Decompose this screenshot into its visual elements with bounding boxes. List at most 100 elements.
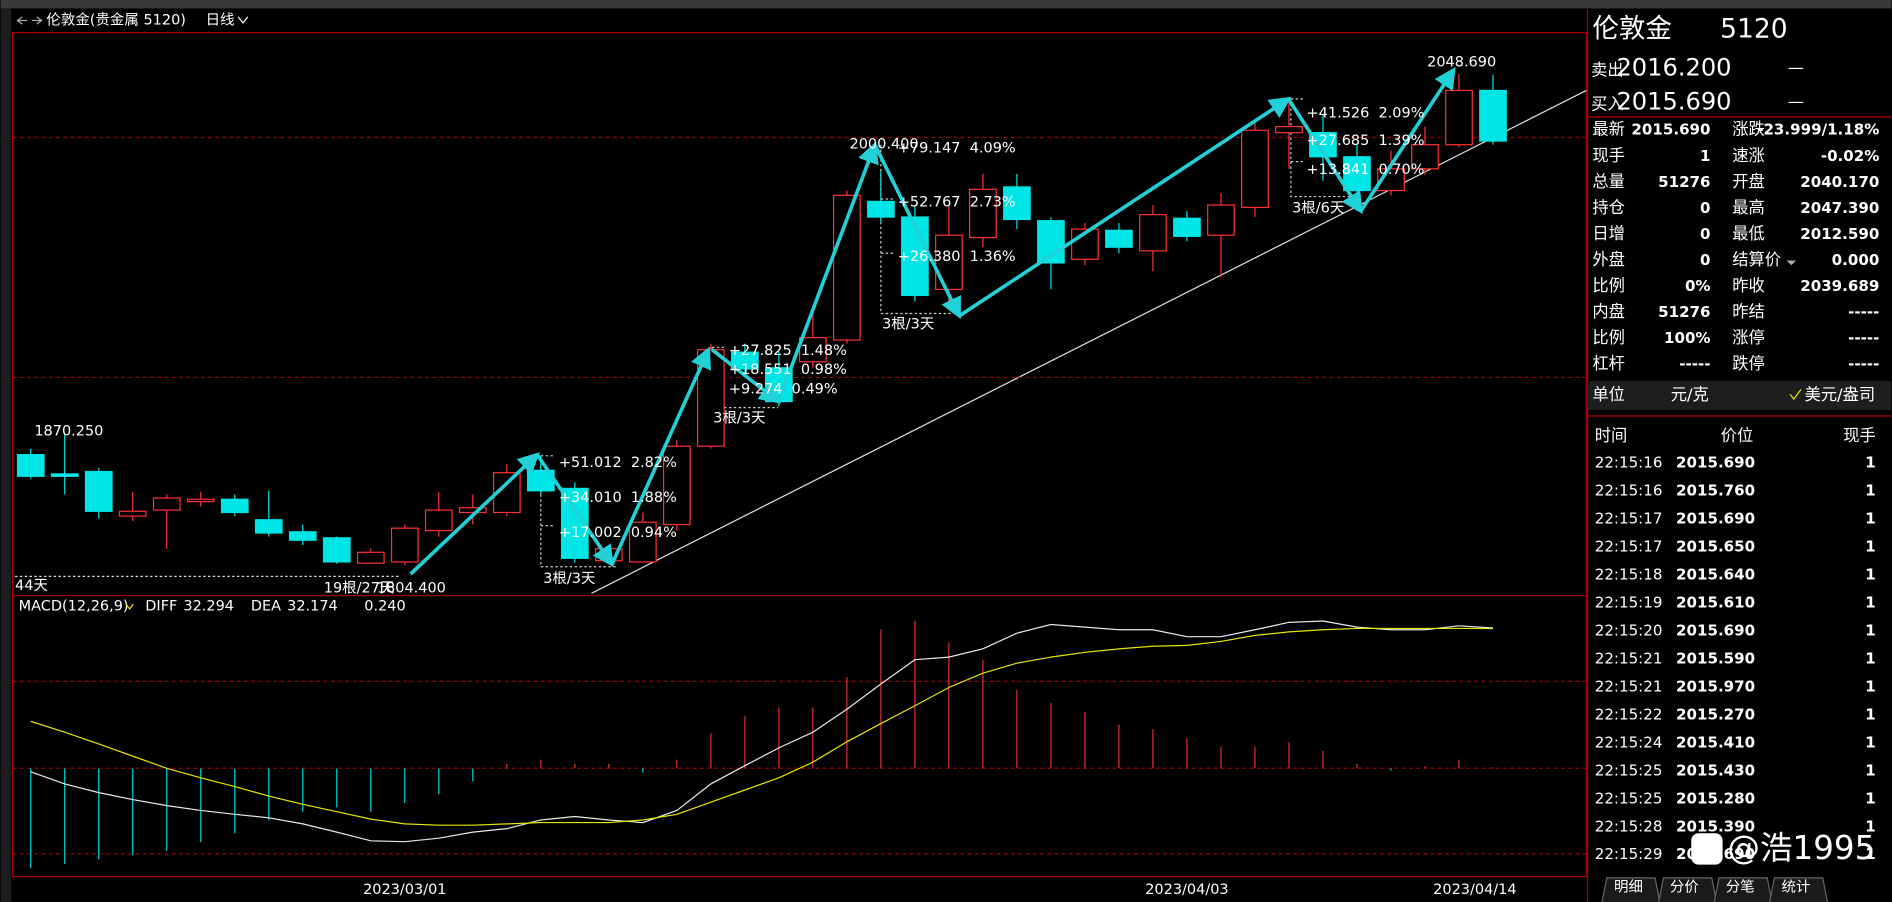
stat-label: 最低 [1732,224,1765,243]
tab-label[interactable]: 分笔 [1726,879,1755,896]
stat-label: 跌停 [1732,354,1765,373]
table-cell: 2015.610 [1676,593,1755,611]
candle-body [1139,214,1167,252]
stat-label: 昨收 [1732,276,1765,295]
annotation: 3根/3天 [882,315,934,332]
macd-dropdown[interactable] [125,603,134,610]
legend-name: DIFF [145,599,177,615]
left-strip [0,8,12,902]
candle-body [628,521,657,563]
annotation: 2048.690 [1427,55,1496,71]
macd-title: MACD(12,26,9) [19,599,129,615]
annotation: 1804.400 [377,580,446,596]
stat-label: 内盘 [1592,302,1625,321]
table-header: 价位 [1721,426,1754,445]
trend-arrow [873,143,962,320]
table-header: 时间 [1595,426,1628,445]
tab[interactable] [1713,877,1773,902]
quote-mark: — [1788,58,1804,77]
frame [12,9,1589,902]
quote-price: 2015.690 [1616,88,1731,116]
table-cell: 2015.270 [1676,705,1755,723]
quote-name: 伦敦金 [1592,14,1672,45]
annotation: +52.767 2.73% [898,195,1016,211]
table-cell: 2015.280 [1676,789,1755,807]
candle-body [730,351,759,370]
annotation: +18.551 0.98% [729,362,847,378]
unit-option[interactable]: 美元/盎司 [1805,385,1876,404]
candle-body [1411,144,1439,170]
annotation: +17.002 0.94% [559,525,677,541]
annotation: 3根/6天 [1292,200,1344,217]
annotation: 2000.400 [850,137,919,153]
candle-body [935,234,963,291]
table-cell: 22:15:19 [1595,593,1663,611]
dropdown-arrow[interactable] [1786,260,1797,266]
tab[interactable] [1658,877,1718,902]
candle-body [1275,126,1303,134]
tabs [1601,877,1829,902]
candle-body [390,527,419,563]
price-chart: 1870.250 1804.400 2000.400 2048.690 44天 19根/2… [12,55,1587,596]
tab-label[interactable]: 统计 [1782,879,1811,896]
top-strip [0,0,1892,9]
legend-name: DEA [251,599,281,615]
candle-body [186,498,215,503]
legend-value: 0.240 [364,599,405,615]
stat-label: 杠杆 [1592,354,1625,373]
plot-border [12,31,1587,878]
x-tick-label: 2023/03/01 [363,882,446,898]
table-cell: 2015.590 [1676,649,1755,667]
stat-value: 2012.590 [1800,225,1879,243]
watermark-icon [1691,833,1723,865]
annotation: +13.841 0.70% [1307,162,1425,178]
stat-value: 0 [1700,251,1710,269]
table-cell: 2015.390 [1676,817,1755,835]
table-cell: 2015.760 [1676,482,1755,500]
trend-arrow [1286,97,1363,215]
toggle-icon[interactable] [16,16,43,25]
tab[interactable] [1769,877,1829,902]
table-cell: 1 [1865,761,1875,779]
table-cell: 22:15:17 [1595,537,1663,555]
macd-line [30,620,1494,843]
stat-value: 0 [1700,225,1710,243]
table-cell: 22:15:21 [1595,677,1663,695]
table-cell: 1 [1865,649,1875,667]
candle-body [118,510,147,517]
dropdown-arrow[interactable] [237,16,249,24]
stat-value: -23.999/1.18% [1757,121,1879,139]
candle-body [1207,204,1235,236]
tab[interactable] [1601,877,1661,902]
annotation: +26.380 1.36% [898,249,1016,265]
table-cell: 1 [1865,789,1875,807]
candle-body [288,531,317,541]
stat-value: -0.02% [1821,147,1880,165]
candle-body [799,337,827,363]
annotation: +79.147 4.09% [898,140,1016,156]
quote-price: 2016.200 [1616,54,1731,82]
trend-arrow [710,348,782,404]
trend-arrow [958,96,1292,318]
period-select[interactable]: 日线 [206,12,235,29]
check-mark[interactable] [1789,389,1802,401]
candle-body [152,497,181,511]
table-cell: 2015.970 [1676,677,1755,695]
stat-label: 现手 [1592,146,1625,165]
candle-body [662,445,691,526]
candle-body [220,498,249,514]
candle-body [424,509,453,532]
stat-label: 开盘 [1732,172,1765,191]
annotation: 1870.250 [34,424,103,440]
tab-label[interactable]: 明细 [1614,879,1643,896]
candle-body [867,200,895,218]
table-cell: 2015.690 [1676,621,1755,639]
stat-label: 日增 [1592,224,1625,243]
instrument-title: 伦敦金(贵金属 5120) [46,12,186,29]
candle-body [1479,89,1507,142]
tab-label[interactable]: 分价 [1670,879,1699,896]
annotation: 3根/3天 [713,409,765,426]
unit-label: 单位 [1592,385,1625,404]
unit-option[interactable]: 元/克 [1671,385,1709,404]
